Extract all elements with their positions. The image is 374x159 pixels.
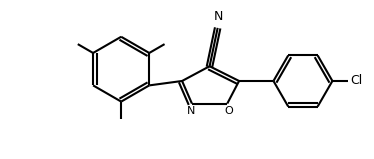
Text: O: O <box>225 106 234 116</box>
Text: N: N <box>187 106 195 116</box>
Text: Cl: Cl <box>350 74 362 87</box>
Text: N: N <box>214 10 223 23</box>
